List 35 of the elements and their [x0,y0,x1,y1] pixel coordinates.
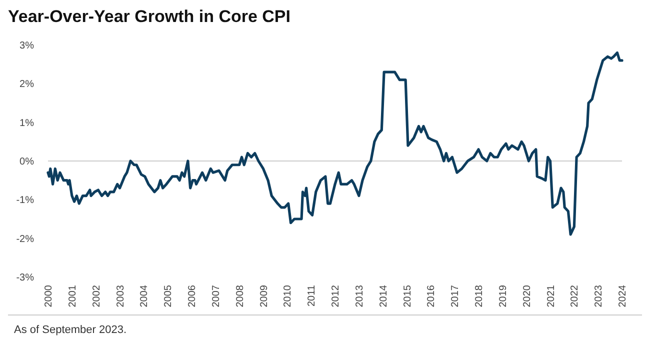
x-tick-label: 2022 [570,284,581,308]
x-tick-label: 2023 [594,284,605,308]
y-tick-label: 1% [20,118,34,129]
x-tick-label: 2008 [234,284,246,308]
y-tick-label: 3% [20,40,34,52]
y-tick-label: -1% [16,195,34,206]
x-tick-label: 2014 [378,284,390,308]
x-tick-label: 2005 [163,284,174,308]
y-tick-label: 2% [20,79,34,90]
x-tick-label: 2002 [91,284,102,308]
x-tick-label: 2006 [187,284,198,308]
y-tick-label: -3% [16,272,34,284]
x-tick-label: 2003 [115,284,126,308]
x-tick-label: 2001 [67,284,78,308]
x-tick-label: 2024 [618,284,628,308]
x-tick-label: 2016 [426,284,438,308]
line-series [46,51,624,236]
x-tick-label: 2007 [210,284,222,308]
text: As of September 2023. [14,324,127,336]
x-tick-label: 2010 [282,284,294,308]
x-tick-label: 2000 [44,284,54,308]
x-tick-label: 2020 [522,284,533,308]
x-tick-label: 2021 [546,284,557,308]
x-tick-label: 2015 [402,284,414,308]
x-tick-label: 2013 [354,284,366,308]
x-tick-label: 2017 [450,284,462,308]
chart-title: Year-Over-Year Growth in Core CPI [8,7,290,26]
x-tick-label: 2012 [330,284,342,308]
x-tick-label: 2004 [139,284,150,308]
y-tick-label: -2% [16,234,34,245]
x-tick-label: 2011 [306,284,318,307]
x-tick-label: 2018 [474,284,485,308]
x-tick-label: 2019 [498,284,509,308]
y-tick-label: 0% [20,156,34,168]
x-tick-label: 2009 [258,284,270,308]
